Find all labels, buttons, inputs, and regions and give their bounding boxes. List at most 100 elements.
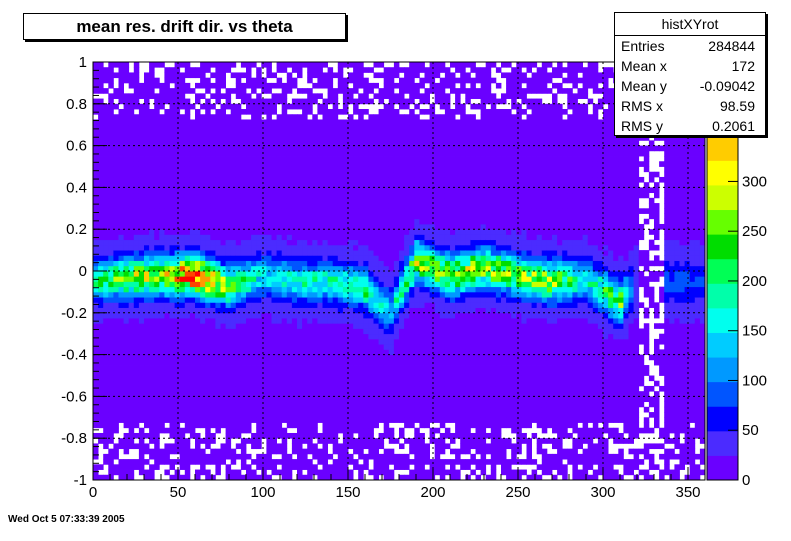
heatmap-cell: [363, 156, 369, 162]
heatmap-cell: [123, 302, 130, 308]
heatmap-cell: [184, 124, 191, 131]
heatmap-cell: [195, 459, 201, 465]
heatmap-cell: [195, 312, 201, 319]
heatmap-cell: [342, 187, 349, 194]
heatmap-cell: [337, 171, 344, 178]
heatmap-cell: [235, 338, 242, 345]
heatmap-cell: [118, 370, 124, 376]
heatmap-cell: [271, 469, 277, 476]
heatmap-cell: [266, 281, 272, 288]
heatmap-cell: [383, 422, 390, 429]
heatmap-cell: [399, 140, 405, 147]
heatmap-cell: [409, 150, 415, 157]
heatmap-cell: [342, 370, 349, 376]
heatmap-cell: [118, 203, 124, 209]
heatmap-cell: [383, 333, 390, 340]
heatmap-cell: [220, 150, 226, 157]
heatmap-cell: [276, 391, 283, 397]
heatmap-cell: [220, 448, 226, 455]
heatmap-cell: [154, 223, 160, 230]
heatmap-cell: [312, 370, 318, 376]
heatmap-cell: [286, 192, 293, 199]
heatmap-cell: [159, 244, 165, 251]
heatmap-cell: [235, 307, 242, 314]
heatmap-cell: [317, 119, 323, 126]
heatmap-cell: [404, 156, 410, 162]
heatmap-cell: [266, 464, 272, 470]
heatmap-cell: [353, 328, 359, 335]
heatmap-cell: [378, 396, 385, 403]
heatmap-cell: [138, 365, 145, 371]
heatmap-cell: [184, 145, 191, 152]
heatmap-cell: [414, 203, 420, 209]
heatmap-cell: [225, 318, 232, 324]
heatmap-cell: [195, 370, 201, 376]
heatmap-cell: [388, 391, 395, 397]
heatmap-cell: [327, 370, 334, 376]
heatmap-cell: [195, 344, 201, 350]
heatmap-cell: [184, 223, 191, 230]
heatmap-cell: [378, 234, 385, 241]
heatmap-cell: [414, 239, 420, 246]
heatmap-cell: [118, 271, 124, 277]
heatmap-cell: [169, 318, 175, 324]
heatmap-cell: [174, 427, 181, 434]
heatmap-cell: [409, 208, 415, 214]
heatmap-cell: [281, 318, 288, 324]
heatmap-cell: [322, 250, 328, 256]
heatmap-cell: [169, 276, 175, 282]
heatmap-cell: [348, 318, 354, 324]
heatmap-cell: [184, 129, 191, 136]
heatmap-cell: [210, 135, 216, 141]
heatmap-cell: [368, 438, 374, 444]
heatmap-cell: [225, 103, 232, 110]
heatmap-cell: [210, 192, 216, 199]
heatmap-cell: [251, 344, 257, 350]
heatmap-cell: [251, 312, 257, 319]
heatmap-cell: [358, 281, 364, 288]
heatmap-cell: [144, 323, 150, 329]
heatmap-cell: [235, 176, 242, 183]
heatmap-cell: [317, 197, 323, 204]
heatmap-cell: [261, 166, 267, 173]
heatmap-cell: [312, 344, 318, 350]
heatmap-cell: [378, 213, 385, 220]
heatmap-cell: [256, 464, 262, 470]
heatmap-cell: [200, 119, 206, 126]
heatmap-cell: [409, 396, 415, 403]
heatmap-cell: [118, 114, 124, 120]
heatmap-cell: [108, 171, 114, 178]
heatmap-cell: [169, 464, 175, 470]
heatmap-cell: [358, 464, 364, 470]
heatmap-cell: [393, 93, 400, 99]
heatmap-cell: [291, 150, 298, 157]
heatmap-cell: [159, 171, 165, 178]
heatmap-cell: [174, 213, 181, 220]
heatmap-cell: [159, 302, 165, 308]
heatmap-cell: [266, 375, 272, 382]
heatmap-cell: [281, 338, 288, 345]
heatmap-cell: [342, 145, 349, 152]
heatmap-cell: [291, 255, 298, 261]
heatmap-cell: [138, 271, 145, 277]
heatmap-cell: [353, 203, 359, 209]
heatmap-cell: [271, 98, 277, 105]
heatmap-cell: [358, 469, 364, 476]
heatmap-cell: [210, 124, 216, 131]
heatmap-cell: [189, 338, 196, 345]
heatmap-cell: [342, 396, 349, 403]
heatmap-cell: [144, 469, 150, 476]
heatmap-cell: [205, 401, 211, 408]
heatmap-cell: [230, 119, 237, 126]
heatmap-cell: [174, 114, 181, 120]
heatmap-cell: [409, 119, 415, 126]
heatmap-cell: [342, 166, 349, 173]
heatmap-cell: [220, 93, 226, 99]
heatmap-cell: [128, 312, 135, 319]
heatmap-cell: [225, 140, 232, 147]
heatmap-cell: [195, 156, 201, 162]
heatmap-cell: [332, 344, 339, 350]
heatmap-cell: [348, 72, 354, 79]
heatmap-cell: [312, 260, 318, 267]
heatmap-cell: [215, 406, 221, 413]
